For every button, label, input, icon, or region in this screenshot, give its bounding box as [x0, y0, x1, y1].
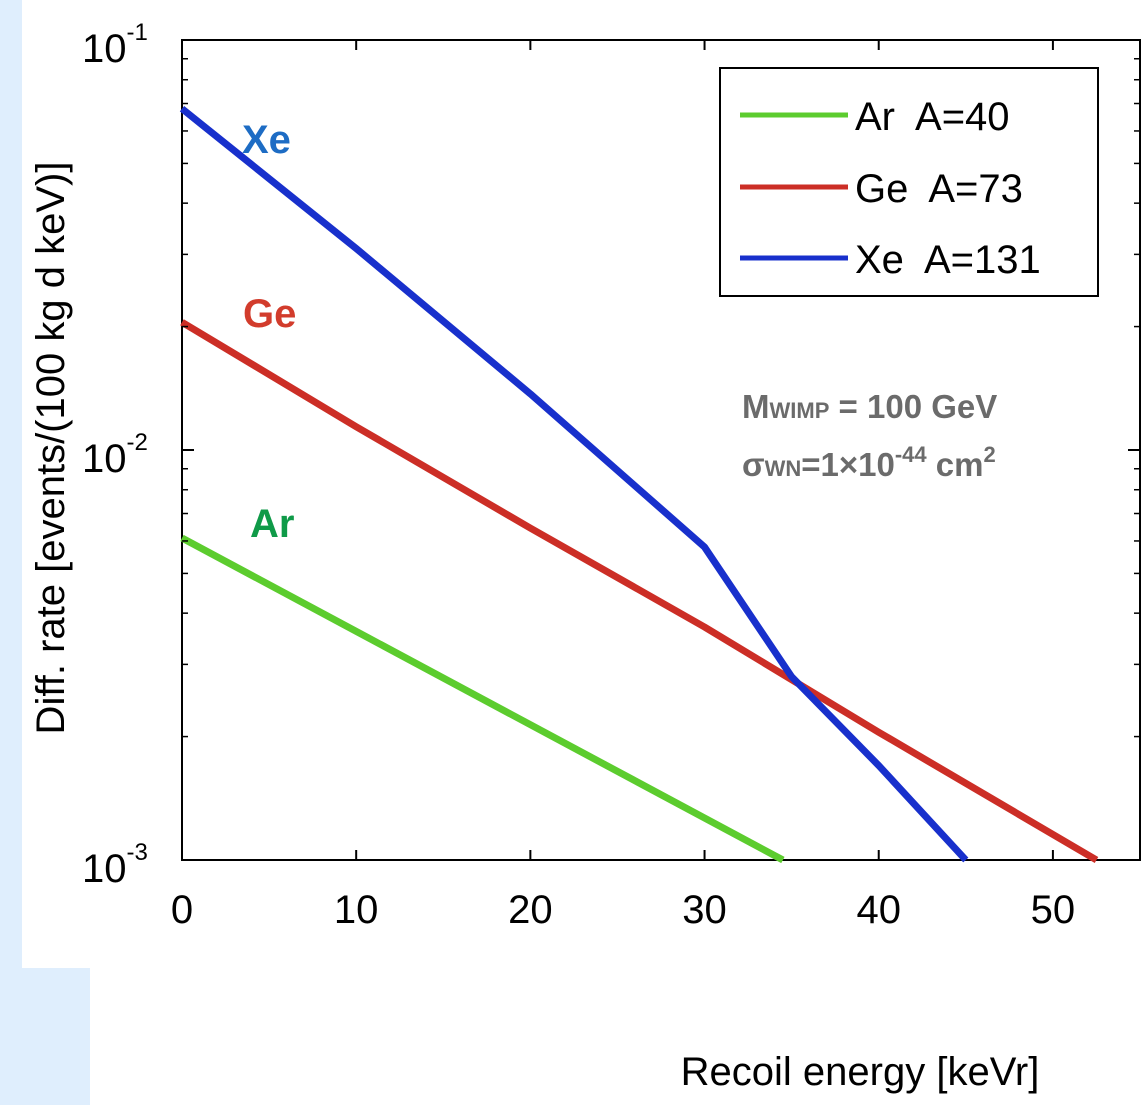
series-line-xe [179, 105, 969, 863]
series-line-ge [180, 319, 1099, 864]
legend-entry-ge: Ge A=73 [855, 167, 1023, 211]
x-tick-label: 30 [682, 888, 727, 932]
x-tick-label: 10 [334, 888, 379, 932]
x-tick-label: 20 [508, 888, 553, 932]
legend: Ar A=40 Ge A=73 Xe A=131 [719, 67, 1099, 297]
curve-label-ge: Ge [243, 292, 296, 336]
annotation-cross-section: σWN=1×10-44 cm2 [742, 442, 996, 483]
slide-background-band-lower [0, 968, 90, 1105]
series-line-ar [180, 534, 785, 864]
legend-entry-ar: Ar A=40 [855, 95, 1010, 139]
x-tick-label: 50 [1031, 888, 1076, 932]
x-tick-label: 0 [171, 888, 193, 932]
y-tick-label: 10-2 [82, 429, 148, 481]
y-axis-label: Diff. rate [events/(100 kg d keV)] [29, 162, 73, 735]
x-tick-label: 40 [856, 888, 901, 932]
y-tick-label: 10-3 [82, 839, 148, 891]
annotation-wimp-mass: MWIMP = 100 GeV [742, 388, 997, 425]
curve-label-ar: Ar [250, 502, 294, 546]
x-axis-label: Recoil energy [keVr] [680, 1050, 1040, 1094]
y-tick-label: 10-1 [82, 19, 148, 71]
legend-entry-xe: Xe A=131 [855, 238, 1041, 282]
slide-background-band [0, 0, 22, 968]
curve-label-xe: Xe [242, 118, 291, 162]
